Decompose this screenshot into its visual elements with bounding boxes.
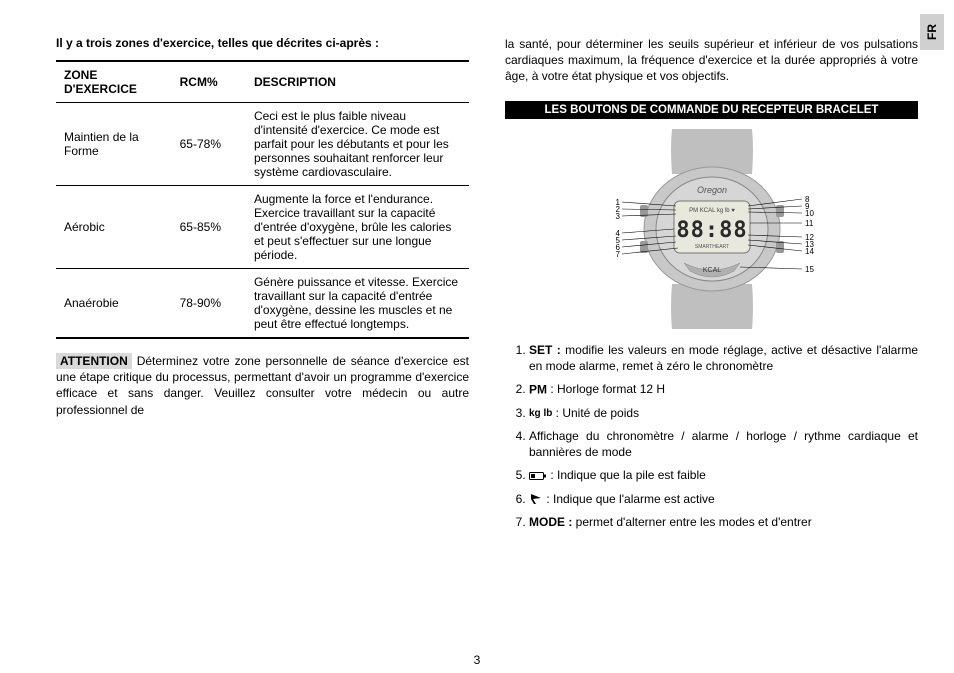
svg-text:SMARTHEART: SMARTHEART	[694, 244, 728, 250]
pm-icon: PM	[529, 383, 547, 397]
table-row: Anaérobie 78-90% Génère puissance et vit…	[56, 269, 469, 339]
legend-item: PM : Horloge format 12 H	[529, 381, 918, 398]
legend-item: : Indique que l'alarme est active	[529, 491, 918, 507]
legend-text: Affichage du chronomètre / alarme / horl…	[529, 429, 918, 459]
language-tab: FR	[920, 14, 944, 50]
kglb-icon: kg lb	[529, 408, 552, 419]
svg-text:88:88: 88:88	[676, 218, 747, 243]
svg-text:14: 14	[805, 247, 814, 256]
cell-rcm: 65-78%	[172, 103, 246, 186]
cell-desc: Génère puissance et vitesse. Exercice tr…	[246, 269, 469, 339]
cell-rcm: 65-85%	[172, 186, 246, 269]
exercise-zones-table: ZONE D'EXERCICE RCM% DESCRIPTION Maintie…	[56, 60, 469, 339]
th-rcm: RCM%	[172, 61, 246, 103]
cell-desc: Ceci est le plus faible niveau d'intensi…	[246, 103, 469, 186]
watch-diagram: Oregon PM KCAL kg lb ♥ 88:88 SMARTHEART …	[505, 129, 918, 332]
cell-zone: Aérobic	[56, 186, 172, 269]
table-row: Aérobic 65-85% Augmente la force et l'en…	[56, 186, 469, 269]
continuation-text: la santé, pour déterminer les seuils sup…	[505, 36, 918, 85]
cell-zone: Maintien de la Forme	[56, 103, 172, 186]
table-row: Maintien de la Forme 65-78% Ceci est le …	[56, 103, 469, 186]
watch-brand: Oregon	[696, 185, 726, 195]
svg-text:KCAL: KCAL	[702, 267, 720, 274]
legend-text: : Unité de poids	[552, 406, 639, 420]
legend-text: modifie les valeurs en mode réglage, act…	[529, 343, 918, 373]
attention-label: ATTENTION	[56, 353, 132, 369]
section-title-bar: LES BOUTONS DE COMMANDE DU RECEPTEUR BRA…	[505, 101, 918, 119]
alarm-active-icon	[529, 493, 543, 505]
th-desc: DESCRIPTION	[246, 61, 469, 103]
legend-list: SET : modifie les valeurs en mode réglag…	[505, 342, 918, 530]
svg-text:11: 11	[805, 219, 814, 228]
intro-text: Il y a trois zones d'exercice, telles qu…	[56, 36, 469, 50]
svg-text:3: 3	[615, 212, 620, 221]
svg-text:15: 15	[805, 265, 814, 274]
cell-desc: Augmente la force et l'endurance. Exerci…	[246, 186, 469, 269]
legend-item: kg lb : Unité de poids	[529, 405, 918, 421]
cell-rcm: 78-90%	[172, 269, 246, 339]
legend-text: permet d'alterner entre les modes et d'e…	[572, 515, 811, 529]
svg-text:10: 10	[805, 209, 814, 218]
svg-text:PM KCAL kg lb ♥: PM KCAL kg lb ♥	[689, 208, 735, 214]
cell-zone: Anaérobie	[56, 269, 172, 339]
legend-text: : Indique que la pile est faible	[547, 468, 706, 482]
page-content: Il y a trois zones d'exercice, telles qu…	[0, 0, 954, 673]
legend-text: : Horloge format 12 H	[547, 382, 665, 396]
legend-label: SET :	[529, 343, 561, 357]
language-tab-label: FR	[925, 24, 939, 40]
th-zone: ZONE D'EXERCICE	[56, 61, 172, 103]
page-number: 3	[474, 653, 481, 667]
legend-text: : Indique que l'alarme est active	[543, 492, 715, 506]
right-column: la santé, pour déterminer les seuils sup…	[505, 24, 918, 661]
legend-label: MODE :	[529, 515, 572, 529]
battery-low-icon	[529, 471, 547, 481]
table-header-row: ZONE D'EXERCICE RCM% DESCRIPTION	[56, 61, 469, 103]
legend-item: Affichage du chronomètre / alarme / horl…	[529, 428, 918, 460]
legend-item: SET : modifie les valeurs en mode réglag…	[529, 342, 918, 374]
legend-item: : Indique que la pile est faible	[529, 467, 918, 483]
legend-item: MODE : permet d'alterner entre les modes…	[529, 514, 918, 530]
attention-paragraph: ATTENTION Déterminez votre zone personne…	[56, 353, 469, 418]
watch-svg: Oregon PM KCAL kg lb ♥ 88:88 SMARTHEART …	[562, 129, 862, 329]
svg-text:7: 7	[615, 250, 620, 259]
left-column: Il y a trois zones d'exercice, telles qu…	[56, 24, 469, 661]
